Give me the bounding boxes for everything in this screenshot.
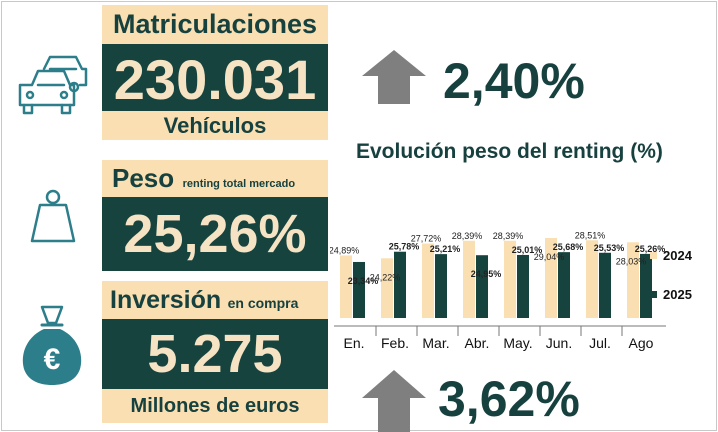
category-label: Jun. (546, 335, 572, 351)
data-label-2025: 25,21% (430, 244, 461, 254)
bar-2024 (381, 258, 393, 318)
weight-value: 25,26% (102, 197, 328, 271)
registrations-unit: Vehículos (102, 111, 328, 140)
chart-title: Evolución peso del renting (%) (356, 140, 663, 163)
arrow-up-icon (362, 370, 426, 432)
bar-2024 (627, 242, 639, 318)
investment-unit: Millones de euros (102, 389, 328, 423)
category-label: Abr. (465, 335, 490, 351)
legend-swatch-2025 (650, 291, 657, 298)
investment-subtitle: en compra (227, 295, 299, 311)
bar-2024 (504, 240, 516, 318)
bar-2024 (422, 243, 434, 318)
registrations-title: Matriculaciones (102, 5, 328, 44)
legend-label-2024: 2024 (663, 248, 693, 263)
investment-value: 5.275 (102, 319, 328, 389)
weight-subtitle: renting total mercado (182, 178, 296, 190)
arrow-up-icon (362, 50, 426, 109)
registrations-change: 2,40% (443, 53, 585, 109)
bar-2025 (435, 254, 447, 318)
data-label-2024: 28,39% (452, 231, 483, 241)
data-label-2024: 28,51% (575, 230, 606, 240)
bar-2025 (517, 254, 529, 318)
data-label-2024: 29,04% (534, 252, 565, 262)
legend-swatch-2024 (650, 252, 657, 259)
data-label-2024: 24,89% (330, 245, 359, 255)
data-label-2024: 27,72% (411, 234, 442, 244)
bar-2025 (599, 252, 611, 318)
investment-title: Inversión (110, 286, 222, 314)
category-label: Jul. (589, 335, 611, 351)
weight-title-row: Peso renting total mercado (102, 160, 328, 197)
bar-2025 (353, 261, 365, 318)
data-label-2024: 28,03% (616, 256, 647, 266)
bar-2025 (476, 255, 488, 318)
bar-2024 (586, 240, 598, 318)
category-label: Ago (629, 335, 654, 351)
euro-money-bag-icon: € (20, 303, 84, 387)
bar-2024 (463, 240, 475, 318)
renting-weight-chart: 24,89%23,34%En.24,22%25,78%Feb.27,72%25,… (330, 230, 693, 351)
investment-change: 3,62% (438, 371, 580, 427)
category-label: May. (503, 335, 532, 351)
data-label-2024: 28,39% (493, 231, 524, 241)
data-label-2024: 24,22% (370, 272, 401, 282)
svg-text:€: € (44, 343, 61, 376)
legend-label-2025: 2025 (663, 287, 692, 302)
data-label-2025: 25,01% (512, 245, 543, 255)
data-label-2025: 24,95% (471, 269, 502, 279)
category-label: Feb. (381, 335, 409, 351)
cars-icon (10, 55, 98, 135)
category-label: Mar. (422, 335, 449, 351)
registrations-value: 230.031 (102, 44, 328, 116)
data-label-2025: 25,53% (594, 243, 625, 253)
bar-2024 (545, 238, 557, 318)
weight-title: Peso (112, 163, 175, 193)
data-label-2025: 23,34% (348, 276, 379, 286)
data-label-2025: 25,68% (553, 242, 584, 252)
weight-icon (30, 187, 76, 243)
data-label-2025: 25,78% (389, 242, 420, 252)
bar-2025 (558, 252, 570, 318)
bar-2024 (340, 255, 352, 318)
investment-title-row: Inversión en compra (102, 281, 328, 319)
bar-2025 (394, 251, 406, 318)
bar-2025 (640, 253, 652, 318)
data-label-2025: 25,26% (635, 244, 666, 254)
category-label: En. (343, 335, 364, 351)
